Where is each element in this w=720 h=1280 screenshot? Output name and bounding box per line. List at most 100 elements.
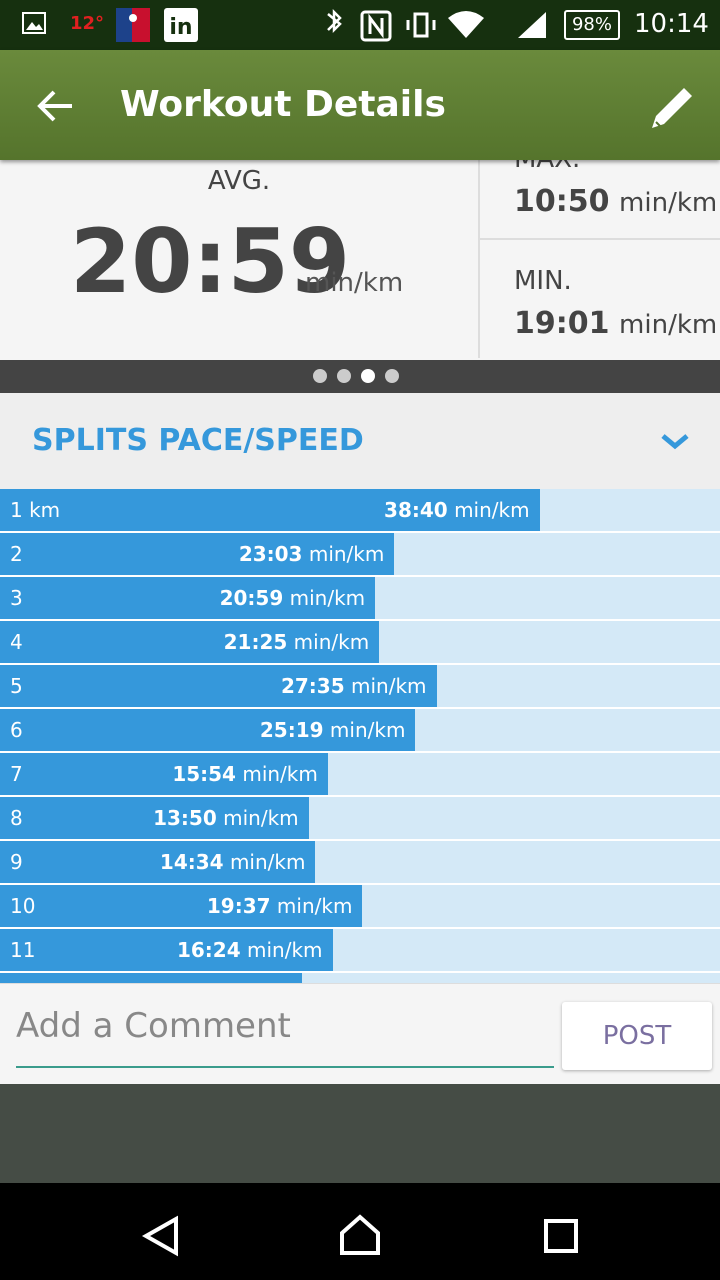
split-unit: min/km [329,718,406,742]
status-bar: 12° in 98% 10:14 [0,0,720,50]
split-pace: 27:35 min/km [281,665,427,707]
split-label: 11 [10,938,36,962]
split-label: 8 [10,806,23,830]
svg-text:in: in [169,15,192,40]
battery: 98% [564,10,620,40]
split-pace: 19:37 min/km [207,885,353,927]
nba-icon [116,8,150,42]
min-unit: min/km [619,310,718,340]
split-unit: min/km [229,850,306,874]
split-pace-value: 16:24 [176,938,241,962]
split-label: 7 [10,762,23,786]
split-bar [0,577,376,619]
min-label: MIN. [514,266,572,296]
split-pace-value: 15:54 [172,762,236,786]
gallery-icon [22,12,46,34]
split-unit: min/km [242,762,318,786]
split-label: 6 [10,718,23,742]
dots [313,369,399,383]
max-unit: min/km [619,188,718,218]
edit-button[interactable] [646,82,698,134]
linkedin-icon: in [164,8,198,42]
toolbar: Workout Details [0,50,720,160]
split-unit: min/km [293,630,370,654]
system-icons [327,8,546,42]
nav-home[interactable] [340,1214,380,1255]
split-row: 8 13:50 min/km [0,797,720,839]
split-bar [0,797,309,839]
split-unit: min/km [351,674,427,698]
split-pace-value: 21:25 [223,630,288,654]
avg-panel: AVG. 20:59 min/km [0,160,480,358]
split-unit: min/km [289,586,366,610]
split-pace-value: 13:50 [153,806,217,830]
split-row: 4 21:25 min/km [0,621,720,663]
splits-title: SPLITS PACE/SPEED [32,423,364,458]
nav-recents[interactable] [544,1219,578,1253]
split-row: 7 15:54 min/km [0,753,720,795]
split-unit: min/km [454,498,530,522]
split-pace: 23:03 min/km [239,533,385,575]
split-pace-value: 19:37 [206,894,271,918]
split-bar [0,665,437,707]
split-bar [0,621,380,663]
splits-list: 1 km 38:40 min/km 2 23:03 min/km 3 20:59 min/… [0,489,720,983]
split-pace: 13:50 min/km [153,797,299,839]
splits-header[interactable]: SPLITS PACE/SPEED [0,393,720,489]
split-row: 3 20:59 min/km [0,577,720,619]
stats-panel: AVG. 20:59 min/km MAX. 10:50 min/km MIN.… [0,160,720,360]
avg-unit: min/km [305,268,404,298]
nav-buttons [141,1214,578,1257]
min-value-line: 19:01 min/km [514,306,717,341]
split-pace: 15:54 min/km [172,753,318,795]
min-value: 19:01 [514,306,610,341]
split-pace: 14:34 min/km [160,841,306,883]
avg-value: 20:59 [70,210,351,313]
toolbar-title: Workout Details [120,84,446,125]
split-bar-partial [0,973,302,983]
split-bar [0,929,333,971]
temperature: 12° [70,13,105,34]
split-bar [0,489,540,531]
split-label: 1 km [10,498,61,522]
split-label: 3 [10,586,23,610]
clock: 10:14 [634,9,709,39]
split-pace-value: 38:40 [384,498,448,522]
post-button[interactable]: POST [562,1002,712,1070]
comment-area: Add a Comment POST [0,983,720,1084]
split-row: 1 km 38:40 min/km [0,489,720,531]
split-pace-value: 20:59 [219,586,284,610]
split-row-partial [0,973,720,983]
split-row: 6 25:19 min/km [0,709,720,751]
split-bar [0,753,328,795]
split-unit: min/km [276,894,353,918]
max-label: MAX. [514,160,580,174]
split-row: 10 19:37 min/km [0,885,720,927]
split-row: 5 27:35 min/km [0,665,720,707]
split-pace-value: 27:35 [280,674,345,698]
split-label: 9 [10,850,23,874]
split-pace-value: 14:34 [159,850,224,874]
split-pace: 20:59 min/km [220,577,366,619]
split-pace: 21:25 min/km [224,621,370,663]
split-bar [0,709,416,751]
split-label: 5 [10,674,23,698]
split-pace-value: 23:03 [238,542,303,566]
expand-icon[interactable] [660,431,690,451]
split-row: 11 16:24 min/km [0,929,720,971]
comment-input[interactable]: Add a Comment [16,1006,554,1068]
divider [480,238,720,240]
split-label: 10 [10,894,36,918]
split-unit: min/km [223,806,299,830]
split-pace-value: 25:19 [259,718,324,742]
back-button[interactable] [36,88,76,124]
page-indicator [0,360,720,393]
nav-bar [0,1183,720,1280]
split-row: 9 14:34 min/km [0,841,720,883]
split-pace: 38:40 min/km [384,489,530,531]
nav-back[interactable] [141,1215,178,1257]
split-unit: min/km [247,938,323,962]
split-bar [0,885,363,927]
split-row: 2 23:03 min/km [0,533,720,575]
